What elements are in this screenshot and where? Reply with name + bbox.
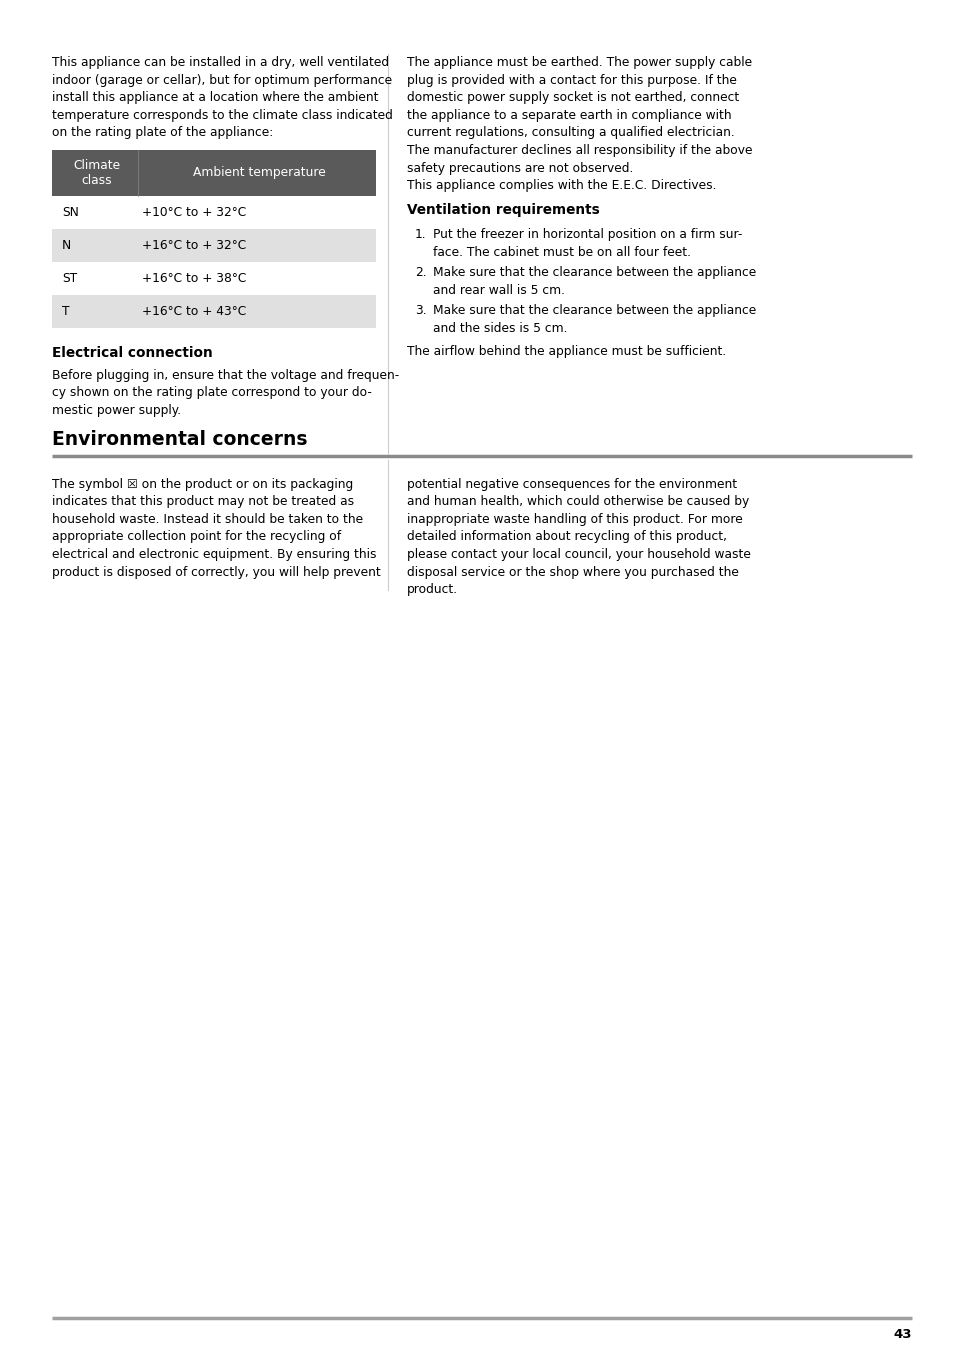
Text: +10°C to + 32°C: +10°C to + 32°C [142,206,246,219]
Text: The symbol ☒ on the product or on its packaging
indicates that this product may : The symbol ☒ on the product or on its pa… [52,477,380,579]
FancyBboxPatch shape [52,295,375,327]
Text: +16°C to + 38°C: +16°C to + 38°C [142,272,246,285]
Text: Make sure that the clearance between the appliance
and rear wall is 5 cm.: Make sure that the clearance between the… [433,266,756,297]
Text: Ambient temperature: Ambient temperature [193,166,325,178]
Text: potential negative consequences for the environment
and human health, which coul: potential negative consequences for the … [407,477,750,596]
FancyBboxPatch shape [52,150,375,196]
Text: N: N [62,239,71,251]
Text: T: T [62,304,70,318]
Text: 43: 43 [893,1328,911,1340]
Text: SN: SN [62,206,79,219]
Text: +16°C to + 32°C: +16°C to + 32°C [142,239,246,251]
Text: +16°C to + 43°C: +16°C to + 43°C [142,304,246,318]
Text: Put the freezer in horizontal position on a firm sur-
face. The cabinet must be : Put the freezer in horizontal position o… [433,228,741,258]
FancyBboxPatch shape [52,196,375,228]
Text: The airflow behind the appliance must be sufficient.: The airflow behind the appliance must be… [407,345,725,358]
Text: Make sure that the clearance between the appliance
and the sides is 5 cm.: Make sure that the clearance between the… [433,304,756,335]
Text: ST: ST [62,272,77,285]
Text: Electrical connection: Electrical connection [52,346,213,360]
Text: The appliance must be earthed. The power supply cable
plug is provided with a co: The appliance must be earthed. The power… [407,55,752,192]
Text: This appliance can be installed in a dry, well ventilated
indoor (garage or cell: This appliance can be installed in a dry… [52,55,393,139]
Text: Climate
class: Climate class [73,158,120,187]
FancyBboxPatch shape [52,262,375,295]
Text: 2.: 2. [415,266,426,280]
Text: 1.: 1. [415,228,426,241]
Text: 3.: 3. [415,304,426,318]
Text: Environmental concerns: Environmental concerns [52,430,307,449]
Text: Ventilation requirements: Ventilation requirements [407,203,599,218]
FancyBboxPatch shape [52,228,375,262]
Text: Before plugging in, ensure that the voltage and frequen-
cy shown on the rating : Before plugging in, ensure that the volt… [52,369,399,416]
